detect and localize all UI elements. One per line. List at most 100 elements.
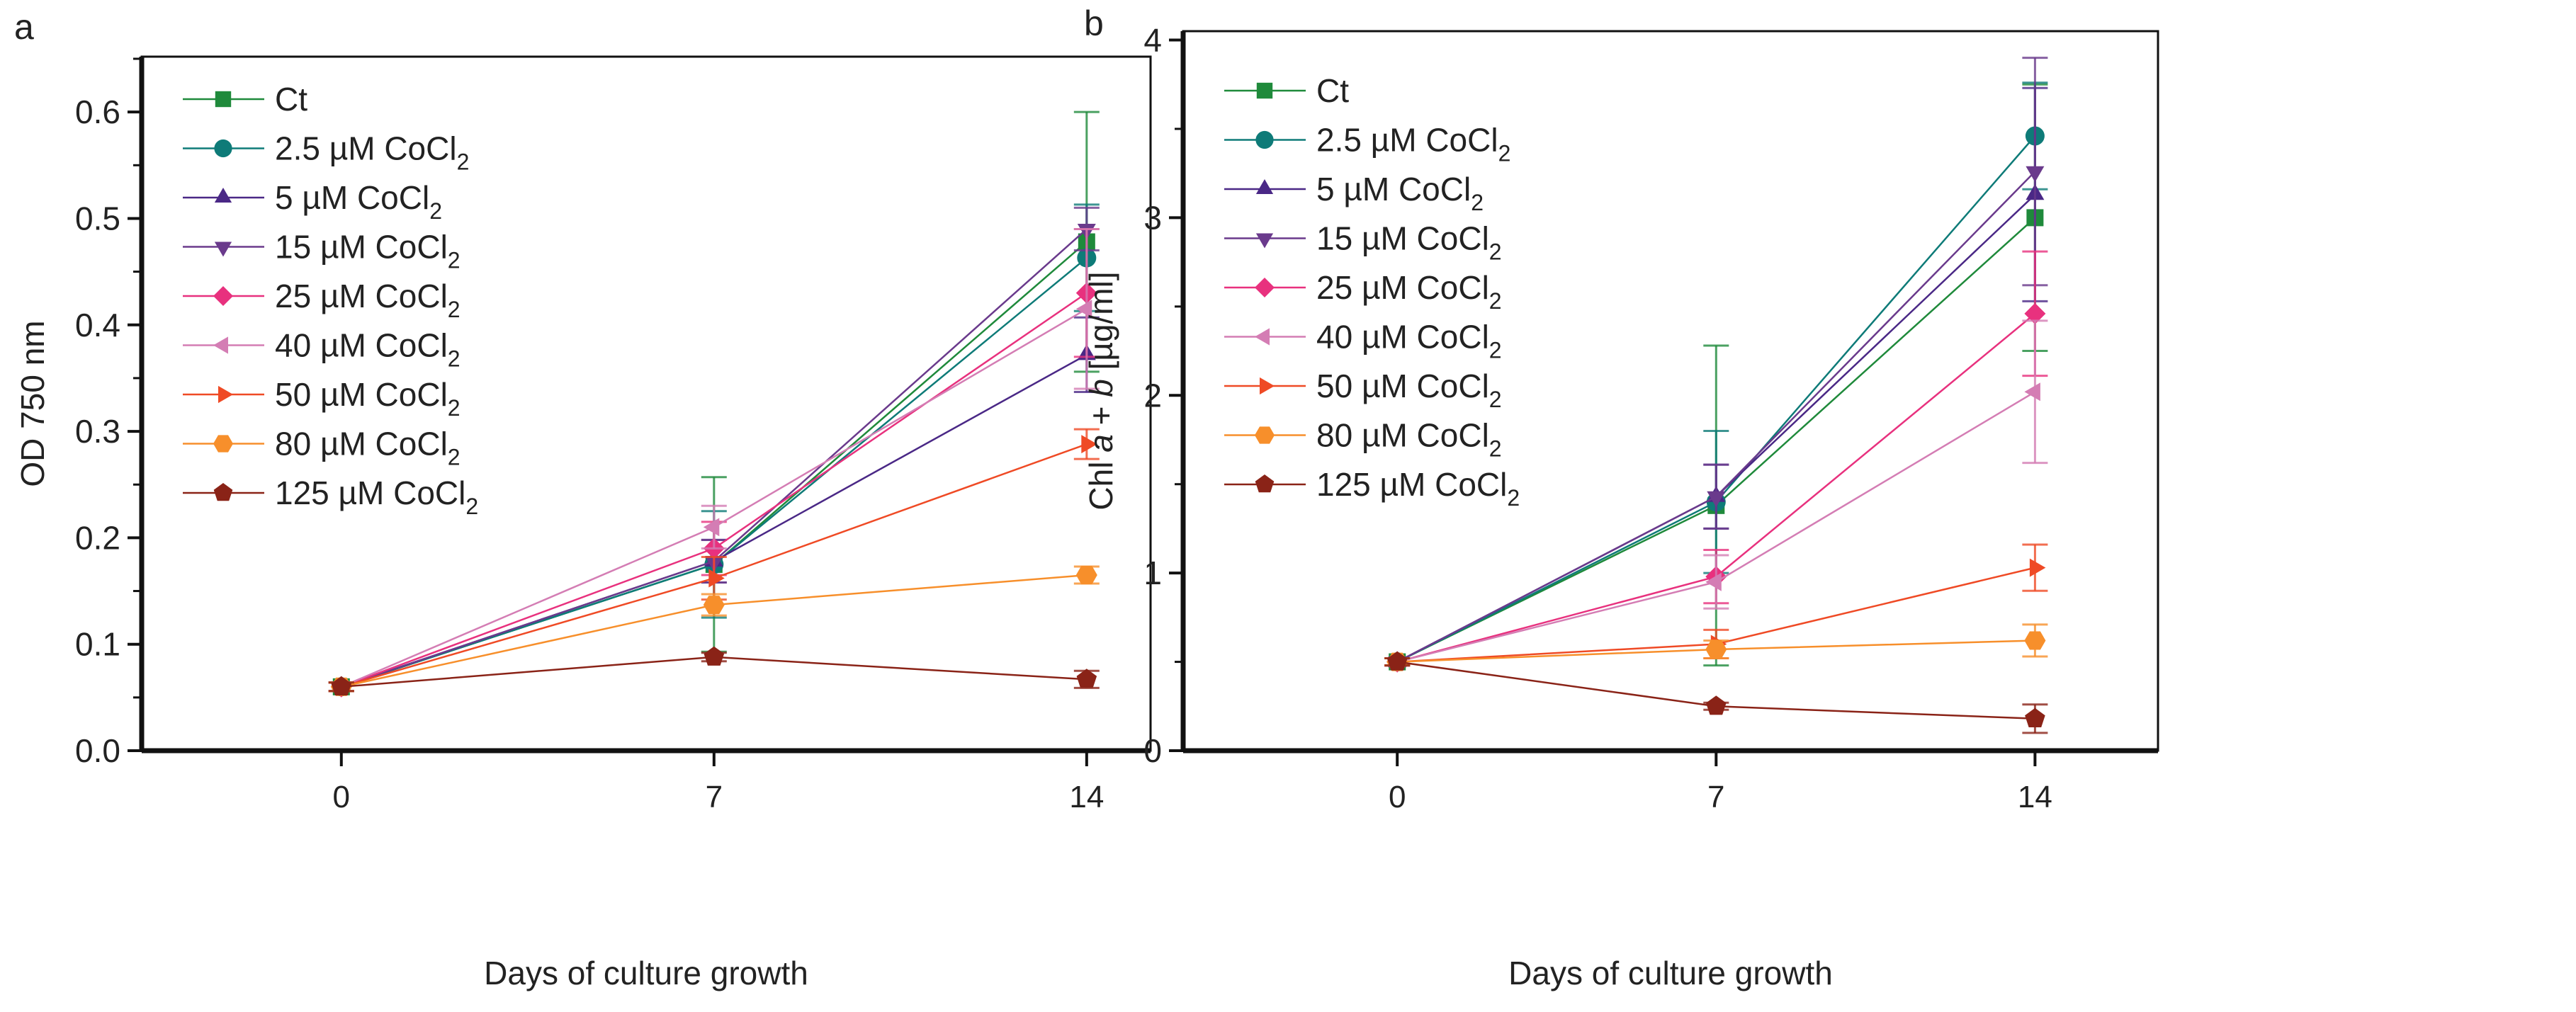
- legend-label-subscript: 2: [448, 445, 461, 470]
- legend-label: 5 µM CoCl2: [1316, 171, 1484, 215]
- x-tick-label: 0: [1389, 780, 1406, 814]
- legend-label-text: 40 µM CoCl: [275, 327, 448, 364]
- data-point: [708, 569, 725, 588]
- y-tick-label: 0.6: [75, 93, 120, 130]
- panel-a: a 0.0 0.1 0.2 0.3 0.4 0.5 0.6 0 7 14 Days of cultur…: [14, 7, 1152, 991]
- legend-label-text: Ct: [275, 81, 307, 118]
- legend-label-text: 125 µM CoCl: [1316, 466, 1507, 503]
- data-point: [1705, 572, 1722, 591]
- legend-label: 125 µM CoCl2: [1316, 466, 1520, 511]
- legend-label-subscript: 2: [448, 346, 461, 372]
- y-axis-label-part: Chl: [1083, 453, 1119, 511]
- legend-label-text: 5 µM CoCl: [275, 179, 429, 216]
- x-tick-label: 14: [1069, 780, 1104, 814]
- legend-label-subscript: 2: [448, 248, 461, 273]
- legend-label-text: 125 µM CoCl: [275, 474, 465, 511]
- data-point: [1081, 435, 1097, 454]
- y-tick-label: 0.3: [75, 413, 120, 450]
- data-point: [1706, 695, 1727, 715]
- legend-item: Ct: [183, 81, 307, 118]
- legend-label: Ct: [1316, 72, 1349, 109]
- legend-label-subscript: 2: [1489, 436, 1502, 462]
- data-point: [1075, 566, 1097, 584]
- y-axis-label-part: [µg/ml]: [1083, 271, 1119, 379]
- data-point: [2026, 166, 2045, 183]
- legend-label-subscript: 2: [457, 149, 470, 175]
- data-point: [1707, 491, 1726, 508]
- legend-label-text: 80 µM CoCl: [275, 426, 448, 462]
- y-tick-label: 3: [1143, 199, 1162, 236]
- legend-label-subscript: 2: [448, 297, 461, 322]
- legend-label: 40 µM CoCl2: [1316, 319, 1502, 363]
- legend-label: 40 µM CoCl2: [275, 327, 461, 372]
- y-axis-label-part: OD 750 nm: [14, 320, 51, 487]
- legend-label-text: 2.5 µM CoCl: [1316, 122, 1498, 159]
- data-point: [1076, 669, 1097, 688]
- legend-item: 40 µM CoCl2: [183, 327, 461, 372]
- legend-item: 15 µM CoCl2: [183, 229, 461, 273]
- legend-item: 25 µM CoCl2: [1224, 269, 1502, 314]
- x-axis-label: Days of culture growth: [484, 955, 808, 991]
- data-point: [704, 646, 725, 666]
- legend-marker: [1255, 130, 1274, 149]
- legend-label: 50 µM CoCl2: [1316, 368, 1502, 412]
- x-axis-label: Days of culture growth: [1508, 955, 1833, 991]
- legend-label-subscript: 2: [465, 494, 478, 519]
- legend-label: 125 µM CoCl2: [275, 474, 478, 519]
- legend-marker: [1255, 278, 1275, 297]
- legend-label-subscript: 2: [1498, 141, 1511, 166]
- legend-label: 50 µM CoCl2: [275, 376, 461, 421]
- legend-label-subscript: 2: [1489, 338, 1502, 363]
- legend-label-subscript: 2: [1471, 190, 1484, 215]
- data-point: [331, 676, 352, 695]
- series-8: [328, 646, 1100, 695]
- legend-label: 80 µM CoCl2: [1316, 417, 1502, 462]
- y-axis-label: OD 750 nm: [14, 320, 51, 487]
- legend-label-text: Ct: [1316, 72, 1349, 109]
- legend-label: 2.5 µM CoCl2: [275, 130, 469, 175]
- legend-label: 5 µM CoCl2: [275, 179, 442, 224]
- legend-label-subscript: 2: [448, 395, 461, 421]
- legend-marker: [213, 286, 233, 306]
- legend-item: 50 µM CoCl2: [183, 376, 461, 421]
- data-point: [1705, 640, 1727, 659]
- data-point: [2024, 382, 2040, 402]
- legend-label: 25 µM CoCl2: [275, 278, 461, 322]
- series-8: [1384, 651, 2048, 734]
- legend-marker: [1256, 82, 1273, 99]
- x-tick-label: 0: [333, 780, 350, 814]
- legend-label: Ct: [275, 81, 307, 118]
- panel-label: b: [1084, 4, 1104, 43]
- legend-label-subscript: 2: [1489, 288, 1502, 314]
- legend-label-text: 25 µM CoCl: [1316, 269, 1489, 306]
- y-tick-label: 0.1: [75, 626, 120, 663]
- legend-item: 5 µM CoCl2: [183, 179, 442, 224]
- data-point: [2025, 707, 2045, 727]
- legend-item: 2.5 µM CoCl2: [1224, 122, 1510, 166]
- legend-item: 5 µM CoCl2: [1224, 171, 1484, 215]
- legend-marker: [213, 435, 233, 453]
- y-tick-label: 2: [1143, 377, 1162, 414]
- legend-item: 2.5 µM CoCl2: [183, 130, 469, 175]
- y-axis-label-part: b: [1083, 379, 1119, 397]
- legend-label-text: 80 µM CoCl: [1316, 417, 1489, 454]
- legend-label-subscript: 2: [1489, 387, 1502, 412]
- y-tick-label: 0.2: [75, 519, 120, 556]
- data-point: [703, 518, 720, 537]
- y-tick-label: 4: [1143, 22, 1162, 59]
- legend-label-text: 15 µM CoCl: [275, 229, 448, 266]
- y-tick-label: 0.5: [75, 200, 120, 237]
- y-axis-label-part: +: [1083, 397, 1119, 434]
- legend-label: 15 µM CoCl2: [275, 229, 461, 273]
- legend-label-subscript: 2: [1507, 485, 1520, 511]
- x-tick-label: 7: [1707, 780, 1724, 814]
- legend-marker: [1255, 474, 1275, 493]
- legend-label-text: 2.5 µM CoCl: [275, 130, 457, 167]
- legend-marker: [1260, 377, 1275, 395]
- legend-label-text: 5 µM CoCl: [1316, 171, 1471, 207]
- data-point: [1386, 651, 1408, 671]
- legend-marker: [1255, 233, 1274, 249]
- legend-label: 80 µM CoCl2: [275, 426, 461, 470]
